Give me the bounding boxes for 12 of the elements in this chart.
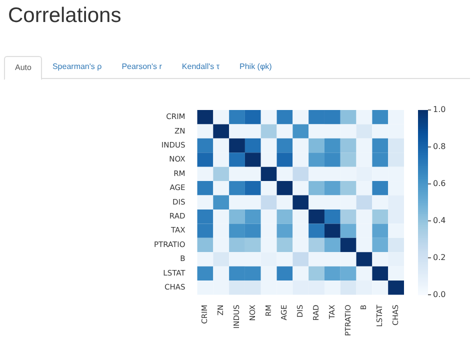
color-bar-label: 0.6 — [433, 178, 446, 188]
color-bar-label: 0.8 — [433, 142, 446, 152]
text: Phik (φk) — [238, 61, 273, 73]
text: Kendall's τ — [180, 61, 221, 73]
text: Spearman's ρ — [51, 61, 103, 73]
color-bar-label: 0.0 — [433, 290, 446, 299]
color-bar-label: 0.2 — [433, 252, 446, 262]
color-bar-label: 0.4 — [433, 216, 446, 225]
text: Auto — [4, 56, 42, 80]
chart-title: Correlations — [8, 4, 122, 28]
color-bar-label: 1.0 — [433, 105, 446, 114]
text: Pearson's r — [120, 61, 163, 73]
